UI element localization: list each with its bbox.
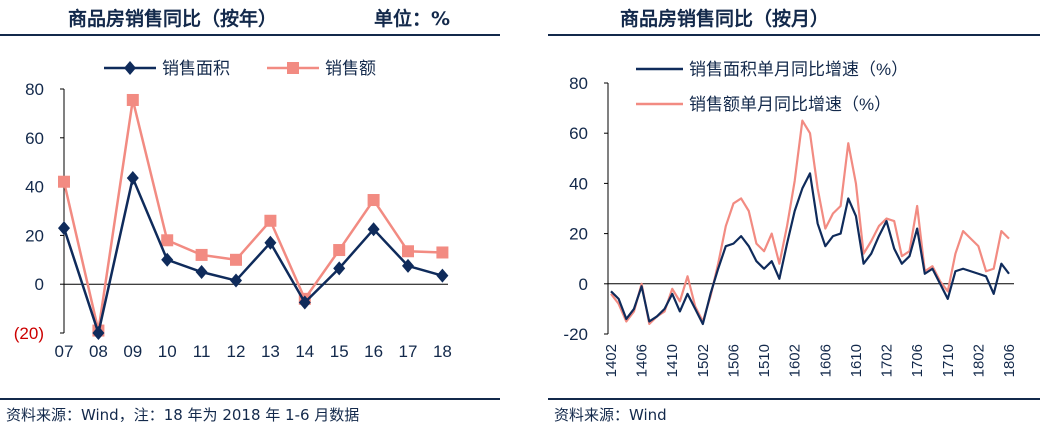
sales-area-point [58, 221, 70, 236]
sales-area-point [230, 273, 242, 288]
sales-amount-point [161, 234, 174, 247]
right-bottom-rule [548, 398, 1040, 400]
sales-area-point [402, 258, 414, 273]
legend-sales-area-label: 销售面积 [162, 59, 230, 78]
x-tick-label: 1802 [970, 344, 987, 377]
sales-amount-point [436, 246, 449, 259]
x-tick-label: 08 [89, 342, 108, 361]
x-tick-label: 07 [55, 342, 74, 361]
left-unit-label: 单位：% [374, 8, 451, 30]
sales-area-point [195, 265, 208, 279]
right-top-rule [548, 34, 1040, 36]
x-tick-label: 1506 [725, 344, 742, 377]
series-sales-area-line [62, 173, 443, 338]
right-line-chart: 80 60 40 20 0 -20 1402 1406 1410 1502 1506 1510 1602… [563, 60, 1018, 377]
x-tick-label: 1602 [787, 344, 804, 377]
series-monthly-sales-amount-line [610, 119, 1010, 326]
y-tick-label: 40 [569, 174, 588, 193]
y-tick-label: 80 [569, 74, 588, 93]
left-chart-title: 商品房销售同比（按年） [68, 8, 278, 30]
series-sales-amount-line [62, 99, 443, 331]
x-tick-label: 1710 [940, 344, 957, 377]
sales-area-point [264, 235, 277, 250]
x-tick-label: 12 [227, 342, 246, 361]
x-tick-label: 1402 [603, 344, 620, 377]
x-tick-label: 1706 [909, 344, 926, 377]
y-tick-label: 80 [25, 80, 44, 99]
y-tick-label: (20) [14, 324, 44, 343]
x-tick-label: 13 [261, 342, 280, 361]
sales-amount-point [333, 244, 346, 257]
x-tick-label: 1502 [695, 344, 712, 377]
left-chart-panel: 商品房销售同比（按年） 单位：% 80 60 40 20 0 (20) 07 08 09 10 11… [0, 0, 500, 428]
x-tick-label: 18 [433, 342, 452, 361]
y-tick-label: 20 [25, 226, 44, 245]
x-tick-label: 11 [193, 342, 211, 361]
sales-amount-point [58, 175, 70, 188]
x-tick-label: 1606 [817, 344, 834, 377]
y-tick-label: 0 [35, 275, 44, 294]
legend-monthly-area-label: 销售面积单月同比增速（%） [689, 60, 908, 79]
series-monthly-sales-area-line [610, 172, 1010, 326]
right-chart-title: 商品房销售同比（按月） [620, 8, 830, 30]
sales-area-point [298, 295, 311, 310]
x-tick-label: 09 [123, 342, 142, 361]
sales-amount-point [195, 248, 208, 261]
sales-amount-point [264, 214, 277, 227]
right-chart-panel: 商品房销售同比（按月） 80 60 40 20 0 -20 1402 1406 1410 1502… [548, 0, 1040, 428]
x-tick-label: 1806 [1001, 344, 1018, 377]
y-tick-label: 40 [25, 178, 44, 197]
sales-amount-point [230, 253, 242, 266]
y-tick-label: 20 [569, 225, 588, 244]
x-tick-label: 1510 [756, 344, 773, 377]
sales-amount-point [402, 245, 414, 258]
left-source-note: 资料来源：Wind，注：18 年为 2018 年 1-6 月数据 [6, 406, 360, 424]
left-line-chart: 80 60 40 20 0 (20) 07 08 09 10 11 12 13 14 15 16 17 18 销售面… [14, 59, 452, 361]
sales-area-point [92, 326, 105, 340]
left-top-rule [0, 34, 500, 36]
y-tick-label: 60 [25, 129, 44, 148]
y-tick-label: 0 [579, 275, 588, 294]
y-tick-label: 60 [569, 124, 588, 143]
sales-area-point [436, 268, 449, 283]
x-tick-label: 16 [364, 342, 383, 361]
right-title-row: 商品房销售同比（按月） [548, 4, 1040, 32]
x-tick-label: 15 [330, 342, 349, 361]
sales-area-point [126, 171, 139, 186]
sales-amount-point [126, 93, 139, 106]
right-source-note: 资料来源：Wind [554, 406, 667, 424]
x-tick-label: 17 [399, 342, 418, 361]
sales-area-point [333, 261, 346, 276]
y-tick-label: -20 [563, 325, 588, 344]
x-tick-label: 1406 [634, 344, 651, 377]
x-tick-label: 1610 [848, 344, 865, 377]
x-tick-label: 14 [295, 342, 314, 361]
legend-monthly-amount-label: 销售额单月同比增速（%） [689, 95, 891, 114]
legend-sales-amount-marker [287, 62, 299, 74]
x-tick-label: 1702 [879, 344, 896, 377]
x-tick-label: 1410 [664, 344, 681, 377]
legend-sales-amount-label: 销售额 [325, 59, 376, 78]
left-bottom-rule [0, 398, 500, 400]
x-tick-label: 10 [158, 342, 177, 361]
left-title-row: 商品房销售同比（按年） 单位：% [0, 4, 500, 32]
sales-area-point [161, 252, 174, 267]
sales-amount-point [367, 194, 380, 207]
sales-area-point [367, 222, 380, 237]
legend-sales-area-marker [124, 61, 136, 75]
